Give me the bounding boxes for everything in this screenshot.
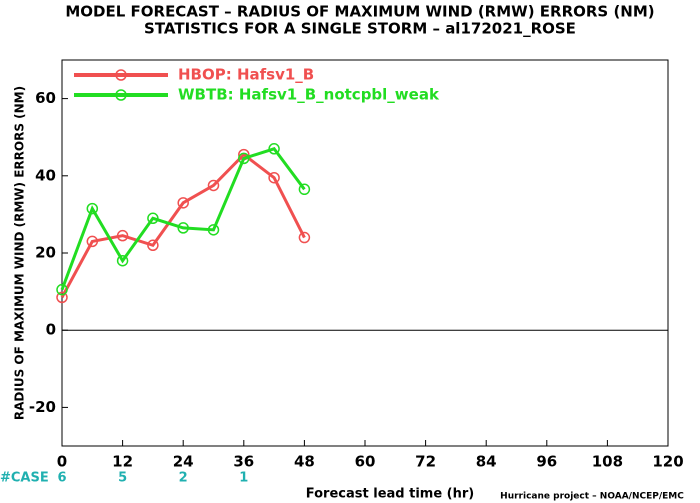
point: [238, 152, 250, 165]
case-count: 6: [57, 471, 66, 486]
x-tick-label: 48: [294, 453, 315, 471]
series-line: [60, 152, 306, 299]
point: [116, 229, 129, 242]
case-count: 2: [179, 471, 188, 486]
x-tick-label: 24: [173, 453, 194, 471]
point: [207, 224, 220, 236]
x-tick-label: 96: [536, 453, 557, 471]
point: [298, 231, 311, 244]
x-tick-label: 60: [355, 453, 376, 471]
plot-frame: [61, 59, 669, 447]
point: [86, 235, 99, 248]
y-tick-label: 0: [46, 321, 56, 339]
point: [147, 212, 159, 225]
legend-label: HBOP: Hafsv1_B: [178, 66, 314, 84]
chart-subtitle: STATISTICS FOR A SINGLE STORM – al172021…: [144, 20, 576, 38]
point: [86, 202, 99, 215]
x-tick-label: 0: [57, 453, 67, 471]
case-label: #CASE: [0, 471, 49, 486]
point: [268, 171, 280, 184]
y-tick-label: 20: [35, 244, 56, 262]
point: [268, 143, 280, 155]
series-line: [60, 147, 306, 291]
point: [147, 239, 159, 252]
point: [177, 222, 189, 234]
y-tick-label: 40: [35, 166, 56, 184]
x-tick-label: 36: [233, 453, 254, 471]
x-tick-label: 72: [415, 453, 436, 471]
y-tick-label: -20: [29, 398, 56, 416]
y-tick-label: 60: [35, 89, 56, 107]
point: [177, 197, 189, 209]
legend-label: WBTB: Hafsv1_B_notcpbl_weak: [178, 86, 440, 104]
case-count: 5: [118, 471, 127, 486]
point: [56, 291, 68, 304]
point: [116, 254, 129, 267]
case-count: 1: [239, 471, 248, 486]
point: [207, 179, 220, 192]
legend-marker: [115, 69, 127, 81]
credit: Hurricane project – NOAA/NCEP/EMC: [500, 492, 684, 502]
y-axis-label: RADIUS OF MAXIMUM WIND (RMW) ERRORS (NM): [13, 86, 27, 420]
x-tick-label: 12: [112, 453, 133, 471]
chart-title: MODEL FORECAST – RADIUS OF MAXIMUM WIND …: [65, 3, 654, 21]
x-tick-label: 84: [476, 453, 497, 471]
x-tick-label: 108: [592, 453, 623, 471]
point: [298, 183, 311, 196]
x-axis-label: Forecast lead time (hr): [306, 487, 474, 502]
x-tick-label: 120: [652, 453, 683, 471]
legend-marker: [115, 89, 127, 101]
point: [56, 283, 68, 296]
